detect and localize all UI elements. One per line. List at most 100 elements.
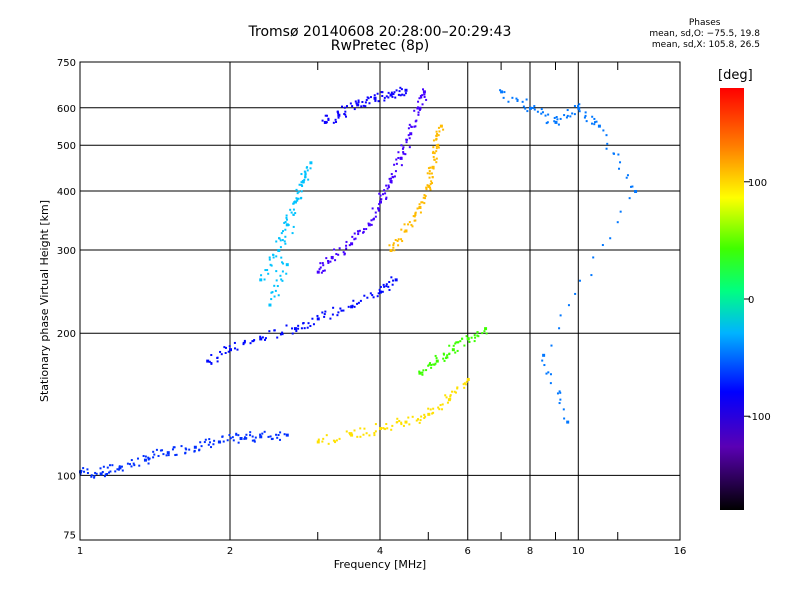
data-point — [385, 196, 388, 199]
data-point — [227, 350, 230, 353]
data-point — [455, 341, 458, 344]
data-point — [281, 333, 284, 336]
data-point — [583, 116, 586, 119]
data-point — [529, 106, 532, 110]
data-point — [106, 466, 109, 469]
data-point — [414, 125, 417, 128]
data-point — [116, 468, 119, 471]
data-point — [558, 390, 561, 393]
data-point — [237, 434, 240, 437]
data-point — [276, 336, 279, 339]
data-point — [390, 276, 393, 279]
data-point — [332, 439, 335, 442]
data-point — [301, 185, 304, 188]
data-point — [500, 90, 504, 94]
data-point — [152, 450, 155, 453]
data-point — [281, 331, 284, 334]
data-point — [559, 391, 562, 394]
data-point — [405, 138, 408, 141]
data-point — [138, 464, 141, 467]
data-point — [104, 473, 107, 476]
data-point — [466, 377, 470, 381]
data-point — [423, 194, 426, 197]
x-axis-label: Frequency [MHz] — [334, 558, 426, 571]
data-point — [541, 111, 544, 114]
data-point — [368, 434, 371, 437]
data-point — [559, 314, 562, 317]
data-point — [533, 105, 536, 108]
data-point — [361, 101, 364, 104]
data-point — [545, 122, 548, 125]
data-point — [345, 430, 348, 433]
data-point — [130, 459, 133, 462]
data-point — [556, 392, 559, 395]
data-point — [231, 436, 234, 439]
data-point — [421, 371, 424, 374]
data-point — [442, 353, 445, 356]
data-point — [417, 113, 420, 116]
data-point — [423, 413, 426, 416]
data-point — [237, 441, 240, 444]
data-point — [254, 436, 257, 439]
data-point — [605, 147, 608, 150]
data-point — [436, 132, 439, 135]
data-point — [327, 442, 330, 445]
data-point — [522, 105, 525, 108]
data-point — [339, 307, 342, 310]
data-point — [121, 469, 124, 472]
data-point — [153, 453, 156, 456]
data-point — [394, 238, 397, 241]
data-point — [370, 219, 373, 222]
data-point — [420, 415, 423, 418]
data-point — [337, 113, 341, 117]
data-point — [626, 174, 629, 177]
data-point — [451, 390, 454, 393]
data-point — [362, 104, 365, 107]
data-point — [383, 285, 386, 288]
data-point — [532, 107, 535, 110]
data-point — [294, 212, 297, 215]
data-point — [618, 167, 621, 170]
data-point — [432, 155, 435, 158]
data-point — [108, 471, 111, 474]
data-point — [423, 95, 426, 98]
data-point — [309, 161, 313, 165]
data-point — [590, 122, 593, 125]
data-point — [421, 94, 424, 97]
data-point — [252, 340, 255, 343]
data-point — [210, 446, 213, 449]
data-point — [439, 124, 443, 128]
data-point — [382, 427, 385, 430]
data-point — [439, 404, 442, 407]
data-point — [401, 240, 404, 243]
data-point — [279, 333, 282, 336]
data-point — [331, 257, 334, 260]
data-point — [291, 327, 294, 330]
data-point — [390, 428, 393, 431]
data-point — [207, 443, 210, 446]
data-point — [429, 188, 432, 191]
data-point — [571, 112, 574, 115]
data-point — [597, 124, 601, 128]
data-point — [390, 173, 393, 176]
data-point — [273, 284, 276, 287]
data-point — [362, 433, 365, 436]
data-point — [394, 96, 397, 99]
data-point — [276, 436, 279, 439]
data-point — [259, 435, 263, 439]
data-point — [400, 421, 403, 424]
data-point — [379, 200, 382, 204]
data-point — [363, 427, 366, 430]
x-tick-label: 1 — [77, 546, 83, 557]
data-point — [114, 470, 117, 473]
data-point — [363, 228, 366, 231]
data-point — [388, 177, 391, 180]
data-point — [619, 210, 622, 213]
colorbar-tick-label: 0 — [748, 295, 754, 306]
data-point — [373, 432, 376, 435]
data-point — [263, 278, 266, 281]
data-point — [243, 339, 246, 342]
data-point — [400, 88, 403, 91]
data-point — [559, 398, 562, 401]
data-point — [404, 229, 408, 233]
